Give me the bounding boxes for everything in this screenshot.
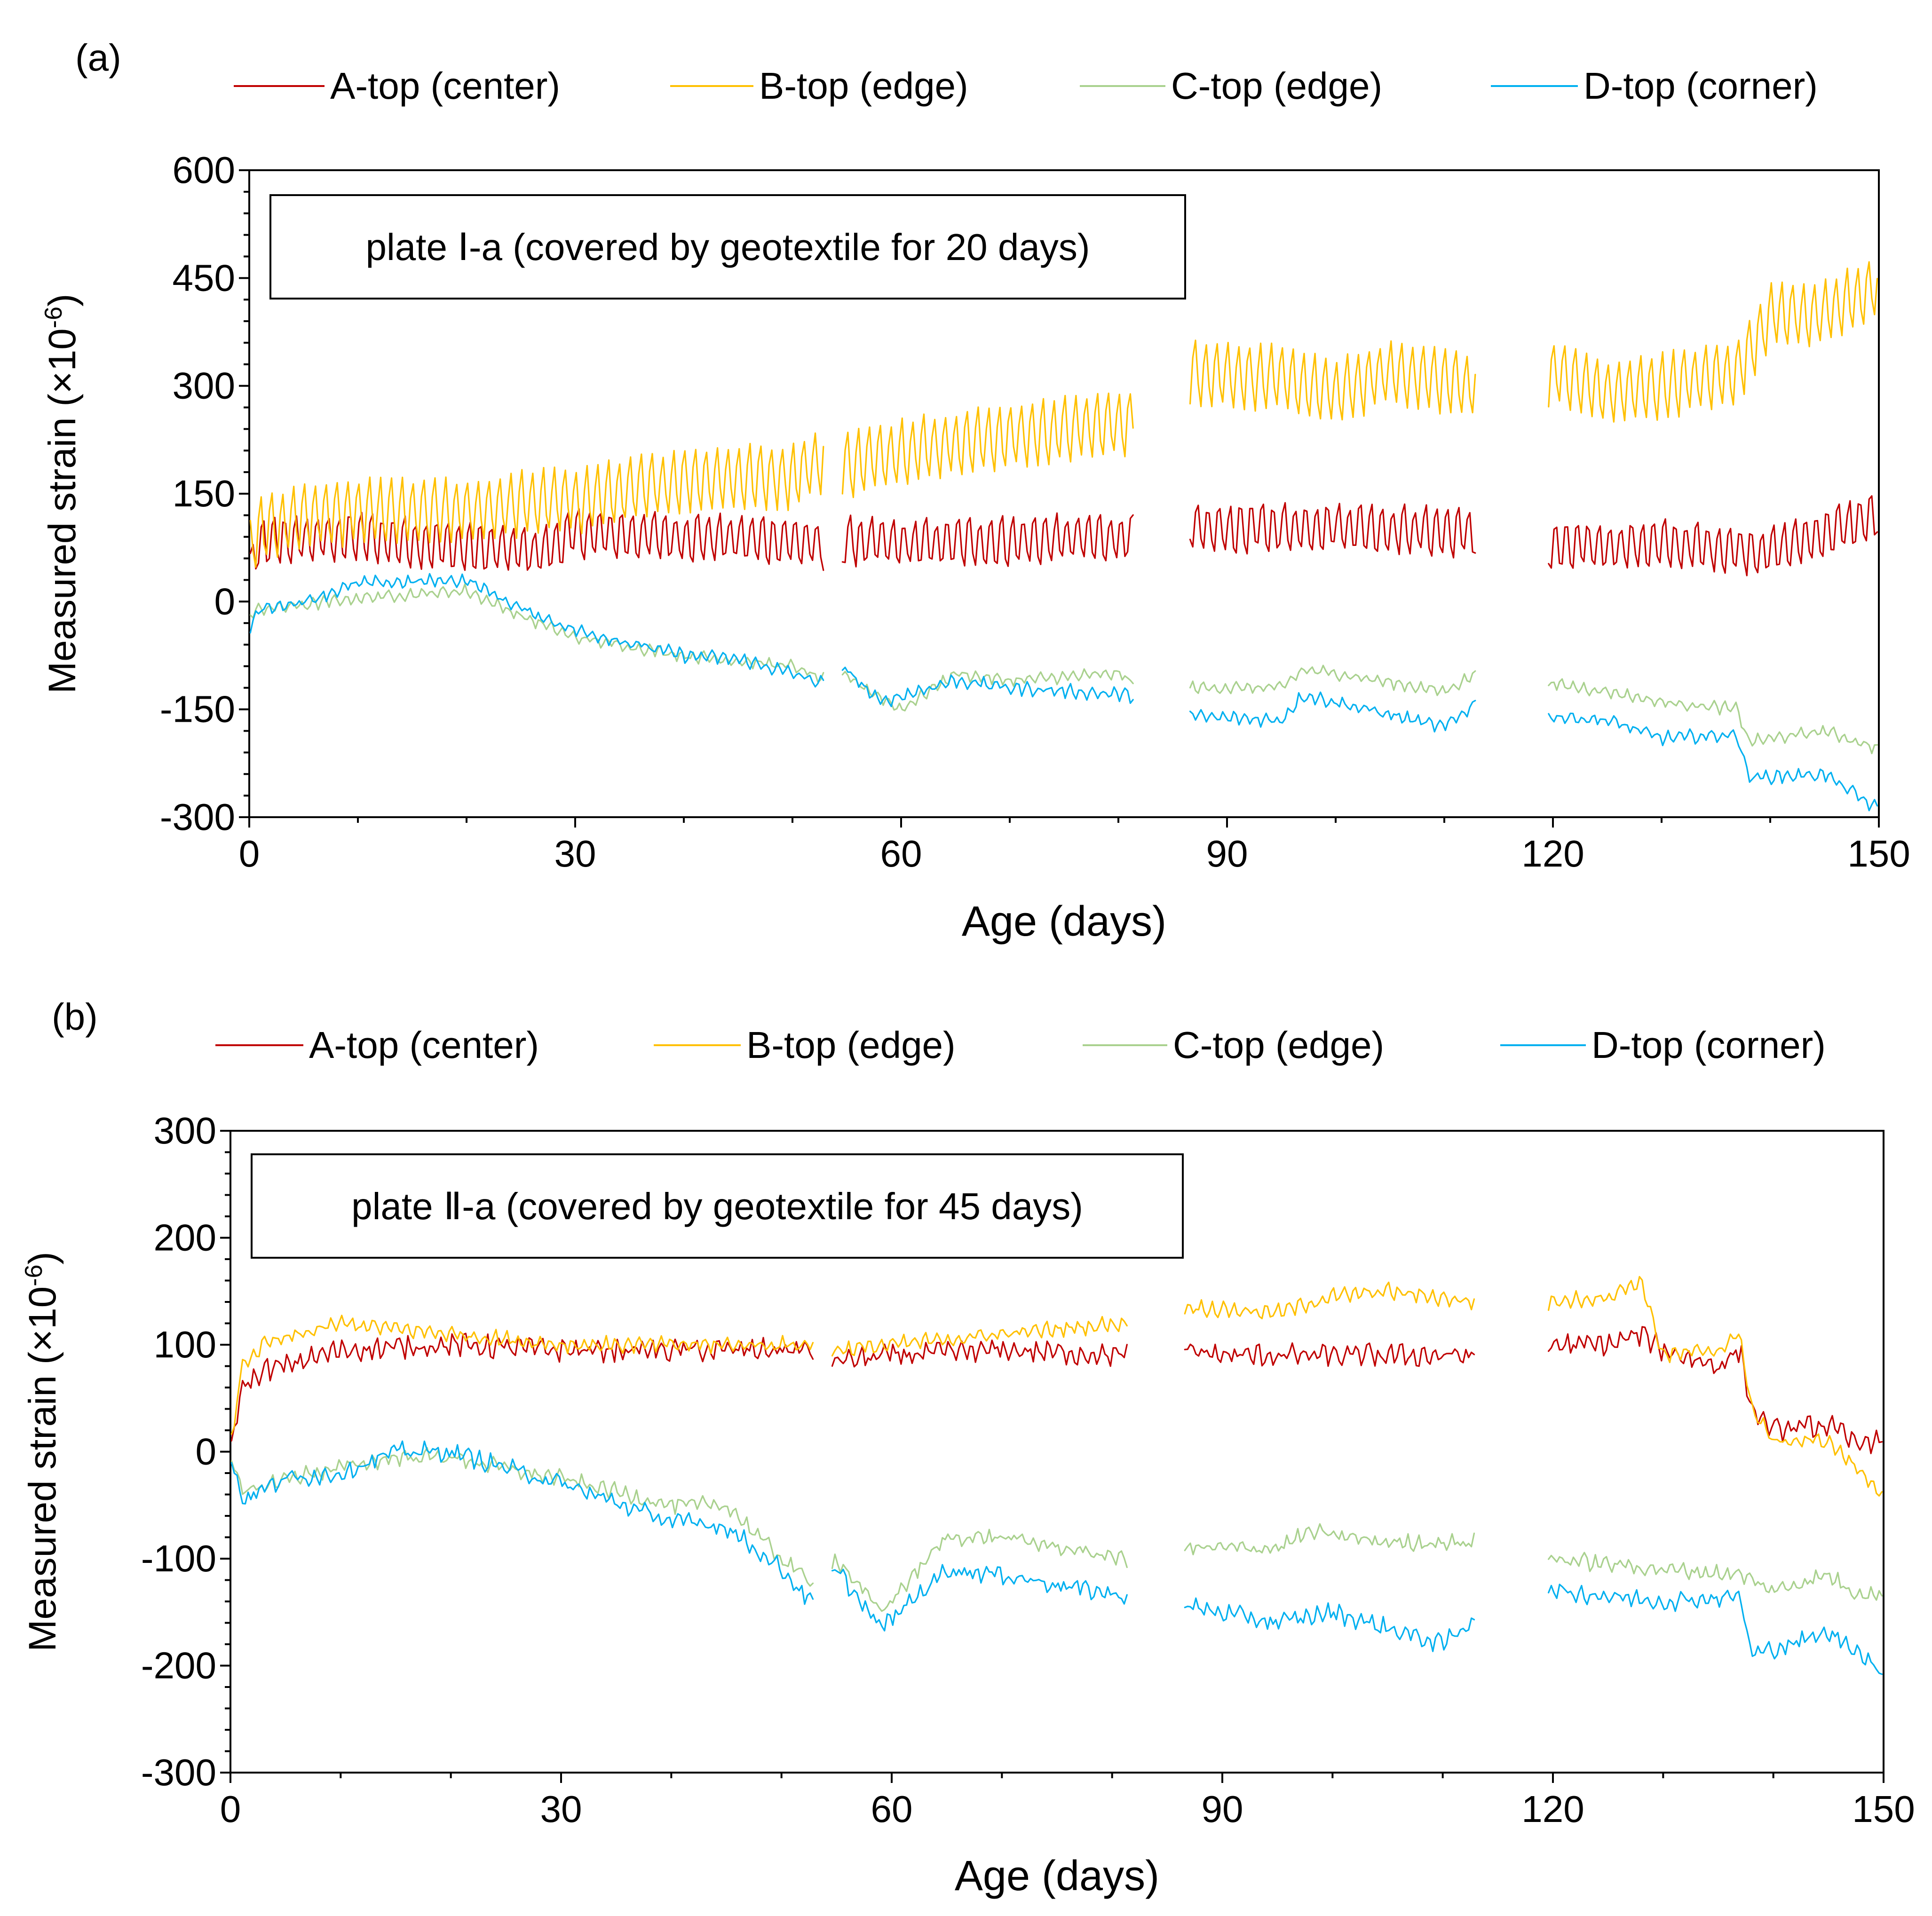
annotation-box: [269, 194, 1186, 300]
panel-label: (a): [75, 37, 121, 79]
x-tick-label: 90: [1206, 833, 1248, 875]
y-tick-label: 300: [173, 365, 235, 407]
y-axis-title-main: Measured strain (×10: [21, 1286, 64, 1652]
legend-label: C-top (edge): [1171, 65, 1382, 107]
y-tick-label: -300: [160, 796, 235, 838]
legend-label: B-top (edge): [746, 1024, 956, 1066]
x-tick-label: 120: [1521, 833, 1584, 875]
y-axis-title: Measured strain (×10-6): [40, 294, 84, 694]
y-tick-label: -100: [141, 1538, 216, 1579]
y-tick-label: 450: [173, 257, 235, 299]
series-line-c-top-edge: [249, 583, 1878, 755]
series-line-b-top-edge: [249, 261, 1878, 568]
x-tick-label: 120: [1521, 1788, 1584, 1830]
annotation-box: [251, 1153, 1184, 1259]
x-tick-label: 0: [239, 833, 260, 875]
y-tick-label: -150: [160, 688, 235, 730]
y-axis-title-close: ): [41, 294, 84, 307]
annotation-text: plate Ⅱ-a (covered by geotextile for 45 …: [351, 1185, 1083, 1227]
series-line-d-top-corner: [230, 1440, 1883, 1675]
legend-label: A-top (center): [330, 65, 560, 107]
x-axis-title: Age (days): [955, 1853, 1159, 1900]
chart-panel-b: (b) A-top (center) B-top (edge) C-top (edge…: [20, 996, 1915, 1900]
panel-label: (b): [52, 996, 98, 1038]
series-line-c-top-edge: [230, 1447, 1883, 1612]
y-tick-label: 100: [154, 1324, 216, 1365]
y-axis-title: Measured strain (×10-6): [20, 1252, 64, 1652]
x-tick-label: 30: [540, 1788, 582, 1830]
annotation-text: plate Ⅰ-a (covered by geotextile for 20 …: [366, 226, 1090, 268]
legend-label: A-top (center): [309, 1024, 539, 1066]
y-tick-label: -200: [141, 1645, 216, 1687]
x-tick-label: 0: [220, 1788, 241, 1830]
legend-label: D-top (corner): [1584, 65, 1818, 107]
series-line-b-top-edge: [230, 1276, 1883, 1497]
y-tick-label: 200: [154, 1217, 216, 1259]
series-line-a-top-center: [249, 495, 1878, 576]
x-tick-label: 90: [1202, 1788, 1243, 1830]
x-tick-label: 60: [880, 833, 922, 875]
y-axis-title-exponent: -6: [20, 1264, 48, 1286]
legend-label: D-top (corner): [1592, 1024, 1826, 1066]
series-line-d-top-corner: [249, 573, 1878, 812]
y-tick-label: -300: [141, 1751, 216, 1793]
y-tick-label: 0: [214, 580, 236, 622]
legend-label: C-top (edge): [1173, 1024, 1384, 1066]
series-line-a-top-center: [230, 1326, 1883, 1454]
y-tick-label: 600: [173, 149, 235, 191]
x-tick-label: 150: [1847, 833, 1910, 875]
chart-panel-a: (a) A-top (center) B-top (edge) C-top (edge…: [40, 37, 1910, 945]
y-tick-label: 0: [196, 1431, 217, 1473]
y-axis-title-close: ): [21, 1252, 64, 1264]
y-tick-label: 150: [173, 473, 235, 514]
legend-label: B-top (edge): [759, 65, 968, 107]
y-axis-title-exponent: -6: [40, 307, 67, 328]
y-tick-label: 300: [154, 1110, 216, 1151]
x-tick-label: 60: [871, 1788, 913, 1830]
y-axis-title-main: Measured strain (×10: [41, 328, 84, 694]
x-tick-label: 30: [554, 833, 596, 875]
x-tick-label: 150: [1852, 1788, 1915, 1830]
x-axis-title: Age (days): [962, 898, 1166, 945]
